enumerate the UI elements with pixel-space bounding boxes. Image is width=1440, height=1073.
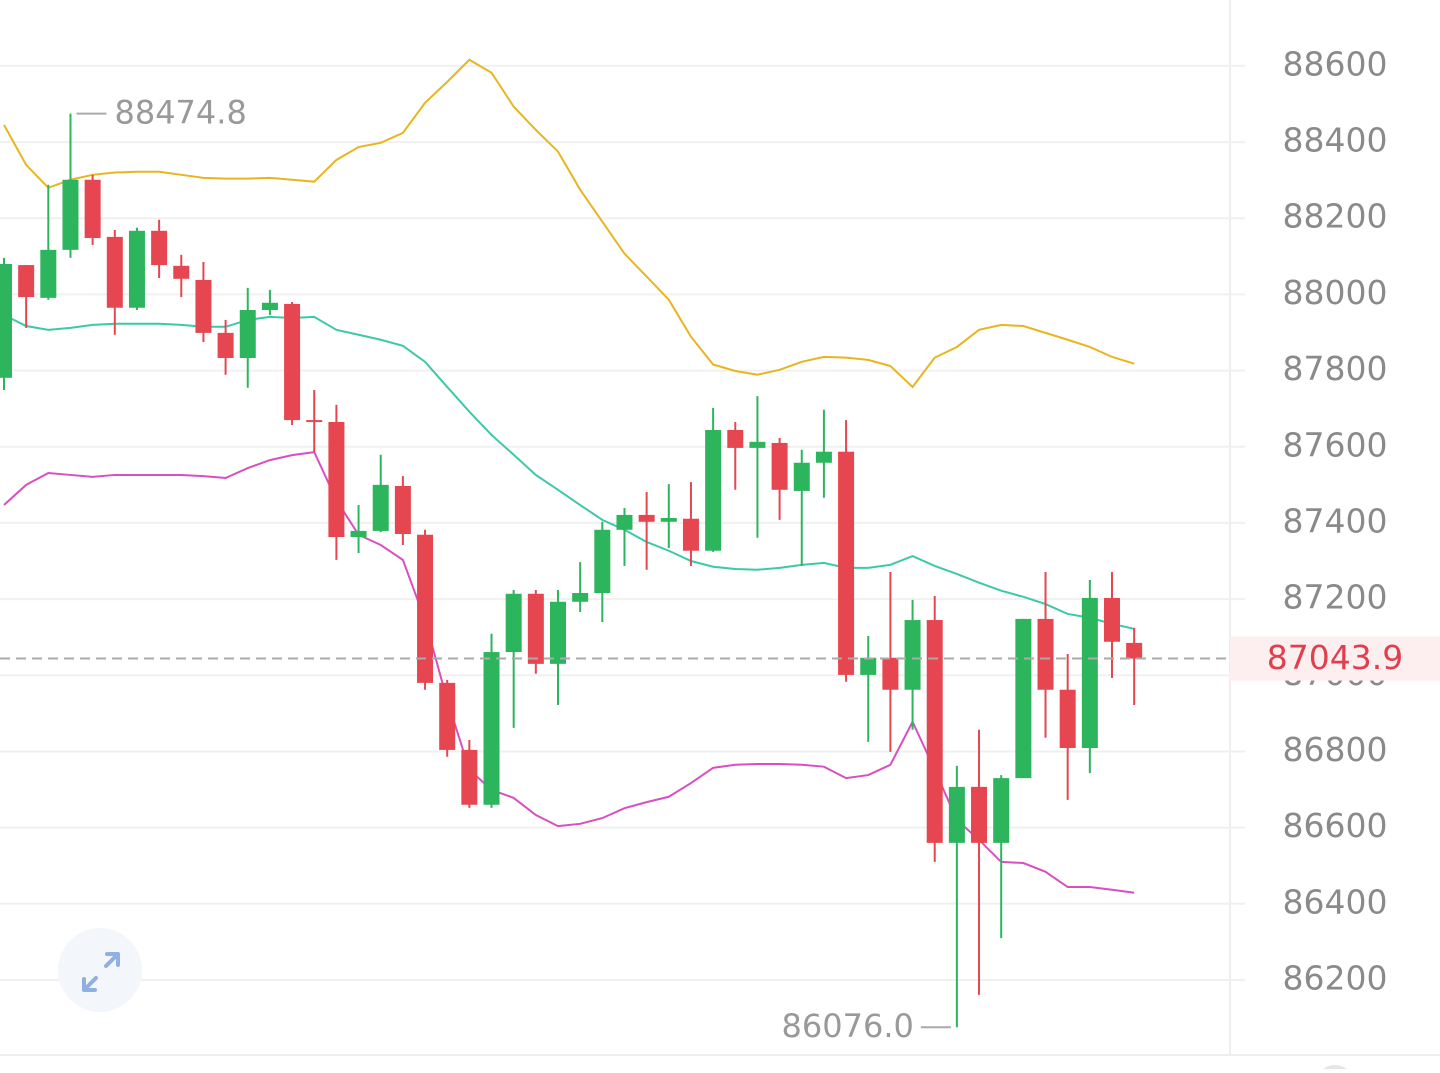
y-tick-label: 88000 [1283, 273, 1388, 312]
y-tick-label: 86800 [1283, 730, 1388, 769]
candle-body [18, 265, 35, 298]
y-tick-label: 87600 [1283, 425, 1388, 464]
candle-body [815, 451, 832, 463]
candle-body [62, 179, 79, 250]
candle-body [860, 657, 877, 675]
candle-body [195, 279, 212, 333]
candle-body [106, 236, 123, 308]
candle-body [505, 593, 522, 653]
candle-body [372, 484, 389, 531]
candle-body [594, 529, 611, 594]
candle-body [1059, 689, 1076, 749]
candle-body [926, 620, 943, 843]
candle-body [284, 303, 301, 421]
candle-body [727, 429, 744, 448]
candle-body [527, 593, 544, 664]
candle-body [771, 442, 788, 490]
candle-body [328, 422, 345, 538]
candle-body [439, 682, 456, 750]
candle-body [705, 429, 722, 551]
candle-body [793, 462, 810, 491]
candle-body [660, 517, 677, 522]
candle-body [217, 332, 234, 359]
candle-body [948, 786, 965, 843]
y-tick-label: 88400 [1283, 121, 1388, 160]
candle-body [417, 534, 434, 683]
candle-body [461, 749, 478, 805]
candle-body [1081, 597, 1098, 749]
low-label: 86076.0 [782, 1007, 914, 1045]
candle-body [572, 593, 589, 602]
candle-body [971, 786, 988, 843]
candle-body [1037, 618, 1054, 690]
candle-body [0, 263, 12, 378]
high-label: 88474.8 [114, 94, 246, 132]
y-tick-label: 87200 [1283, 578, 1388, 617]
candle-body [151, 230, 168, 266]
y-tick-label: 87400 [1283, 501, 1388, 540]
candle-body [1126, 642, 1143, 659]
band-line [3, 450, 1135, 894]
band-line [3, 314, 1135, 630]
y-tick-label: 88600 [1283, 44, 1388, 83]
candle-body [40, 249, 57, 298]
scroll-handle[interactable] [1315, 1065, 1355, 1073]
last-price-label: 87043.9 [1267, 638, 1403, 677]
candle-body [638, 514, 655, 522]
candle-body [239, 310, 256, 359]
candle-body [483, 652, 500, 805]
candle-body [128, 230, 145, 308]
candle-body [350, 530, 367, 538]
candle-body [749, 441, 766, 448]
last-price-box [1230, 636, 1440, 681]
y-tick-label: 86600 [1283, 806, 1388, 845]
candle-body [306, 420, 323, 423]
candle-body [882, 657, 899, 690]
candle-body [838, 451, 855, 675]
candle-body [1104, 597, 1120, 642]
candle-body [84, 179, 101, 239]
y-tick-label: 87800 [1283, 349, 1388, 388]
expand-button-bg[interactable] [58, 928, 142, 1012]
band-line [3, 58, 1135, 389]
candle-body [616, 514, 633, 530]
expand-icon[interactable] [82, 952, 120, 992]
candle-body [261, 302, 278, 311]
y-tick-label: 86400 [1283, 882, 1388, 921]
candle-body [173, 265, 190, 279]
candle-body [550, 601, 566, 664]
candle-body [904, 620, 921, 690]
candle-body [682, 518, 699, 551]
y-tick-label: 88200 [1283, 197, 1388, 236]
expand-button[interactable] [58, 928, 142, 1012]
candle-body [1015, 618, 1032, 779]
candle-body [993, 778, 1010, 843]
candle-body [394, 485, 411, 534]
y-tick-label: 86200 [1283, 958, 1388, 997]
